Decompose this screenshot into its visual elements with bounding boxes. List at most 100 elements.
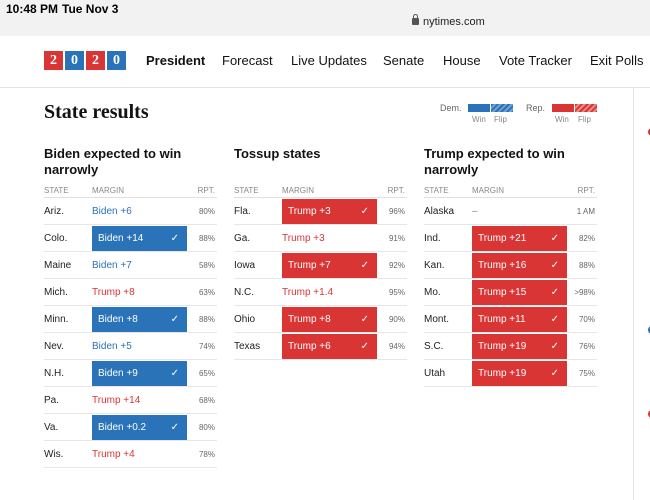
header-rpt: RPT. xyxy=(577,186,595,195)
margin-bar: Trump +19 ✓ xyxy=(472,334,567,359)
header-rpt: RPT. xyxy=(387,186,405,195)
margin-value: Trump +7 xyxy=(288,260,331,271)
state-row[interactable]: Colo. Biden +14 ✓ 88% xyxy=(44,225,217,252)
margin-bar: Biden +9 ✓ xyxy=(92,361,187,386)
margin-value: Trump +19 xyxy=(478,368,527,379)
state-row[interactable]: N.C. Trump +1.4 95% xyxy=(234,279,407,306)
margin-value: Trump +3 xyxy=(282,233,325,244)
state-name: Kan. xyxy=(424,260,445,271)
reporting-pct: 68% xyxy=(198,396,215,405)
legend-dem-win: Win xyxy=(472,115,486,124)
address-bar[interactable]: nytimes.com xyxy=(412,14,485,28)
state-row[interactable]: Nev. Biden +5 74% xyxy=(44,333,217,360)
check-icon: ✓ xyxy=(170,314,179,325)
reporting-pct: 88% xyxy=(198,315,215,324)
state-row[interactable]: Mich. Trump +8 63% xyxy=(44,279,217,306)
reporting-pct: 63% xyxy=(198,288,215,297)
state-row[interactable]: N.H. Biden +9 ✓ 65% xyxy=(44,360,217,387)
legend-rep-win: Win xyxy=(555,115,569,124)
state-row[interactable]: Alaska – 1 AM xyxy=(424,198,597,225)
reporting-pct: 95% xyxy=(388,288,405,297)
reporting-pct: 65% xyxy=(198,369,215,378)
state-row[interactable]: Pa. Trump +14 68% xyxy=(44,387,217,414)
check-icon: ✓ xyxy=(550,314,559,325)
column-title: Trump expected to win narrowly xyxy=(424,146,565,177)
state-row[interactable]: Utah Trump +19 ✓ 75% xyxy=(424,360,597,387)
election-2020-logo[interactable]: 2 0 2 0 xyxy=(44,51,126,70)
reporting-pct: 82% xyxy=(578,234,595,243)
margin-value: Trump +15 xyxy=(478,287,527,298)
status-date: Tue Nov 3 xyxy=(62,2,119,16)
check-icon: ✓ xyxy=(550,287,559,298)
margin-value: Biden +0.2 xyxy=(98,422,147,433)
logo-digit: 0 xyxy=(107,51,126,70)
lock-icon xyxy=(412,14,419,25)
state-name: Minn. xyxy=(44,314,69,325)
state-name: Texas xyxy=(234,341,261,352)
reporting-pct: 94% xyxy=(388,342,405,351)
nav-senate[interactable]: Senate xyxy=(383,53,425,68)
legend-dem-label: Dem. xyxy=(440,103,462,113)
reporting-pct: >98% xyxy=(574,288,595,297)
state-name: Va. xyxy=(44,422,59,433)
state-row[interactable]: Ohio Trump +8 ✓ 90% xyxy=(234,306,407,333)
state-row[interactable]: Minn. Biden +8 ✓ 88% xyxy=(44,306,217,333)
state-name: N.H. xyxy=(44,368,64,379)
state-row[interactable]: Texas Trump +6 ✓ 94% xyxy=(234,333,407,360)
reporting-pct: 75% xyxy=(578,369,595,378)
state-row[interactable]: S.C. Trump +19 ✓ 76% xyxy=(424,333,597,360)
state-name: Iowa xyxy=(234,260,256,271)
column-header: STATE MARGIN RPT. xyxy=(234,184,407,198)
state-row[interactable]: Kan. Trump +16 ✓ 88% xyxy=(424,252,597,279)
check-icon: ✓ xyxy=(550,233,559,244)
margin-bar: Biden +14 ✓ xyxy=(92,226,187,251)
rail-red-marker xyxy=(648,410,650,418)
logo-digit: 0 xyxy=(65,51,84,70)
check-icon: ✓ xyxy=(170,233,179,244)
state-row[interactable]: Ga. Trump +3 91% xyxy=(234,225,407,252)
column-header: STATE MARGIN RPT. xyxy=(44,184,217,198)
margin-value: Biden +5 xyxy=(92,341,132,352)
nav-president[interactable]: President xyxy=(146,53,206,68)
margin-value: Trump +6 xyxy=(288,341,331,352)
state-row[interactable]: Ind. Trump +21 ✓ 82% xyxy=(424,225,597,252)
check-icon: ✓ xyxy=(170,368,179,379)
margin-bar: Trump +15 ✓ xyxy=(472,280,567,305)
state-row[interactable]: Mo. Trump +15 ✓ >98% xyxy=(424,279,597,306)
legend-dem-win-swatch xyxy=(468,104,490,112)
state-name: Mont. xyxy=(424,314,450,325)
check-icon: ✓ xyxy=(360,260,369,271)
nav-vote-tracker[interactable]: Vote Tracker xyxy=(499,53,572,68)
reporting-pct: 88% xyxy=(578,261,595,270)
margin-bar: Trump +3 ✓ xyxy=(282,199,377,224)
state-name: Fla. xyxy=(234,206,251,217)
reporting-pct: 91% xyxy=(388,234,405,243)
header-state: STATE xyxy=(234,186,259,195)
reporting-pct: 90% xyxy=(388,315,405,324)
reporting-pct: 1 AM xyxy=(576,207,595,216)
margin-value: Biden +9 xyxy=(98,368,138,379)
state-row[interactable]: Iowa Trump +7 ✓ 92% xyxy=(234,252,407,279)
state-row[interactable]: Wis. Trump +4 78% xyxy=(44,441,217,468)
state-name: Utah xyxy=(424,368,446,379)
state-row[interactable]: Ariz. Biden +6 80% xyxy=(44,198,217,225)
nav-live-updates[interactable]: Live Updates xyxy=(291,53,367,68)
state-row[interactable]: Maine Biden +7 58% xyxy=(44,252,217,279)
nav-house[interactable]: House xyxy=(443,53,481,68)
state-row[interactable]: Mont. Trump +11 ✓ 70% xyxy=(424,306,597,333)
state-row[interactable]: Va. Biden +0.2 ✓ 80% xyxy=(44,414,217,441)
margin-value: Trump +8 xyxy=(92,287,135,298)
state-name: Ariz. xyxy=(44,206,64,217)
page-title: State results xyxy=(44,101,149,123)
reporting-pct: 58% xyxy=(198,261,215,270)
state-name: Wis. xyxy=(44,449,64,460)
header-margin: MARGIN xyxy=(282,186,314,195)
legend-rep-flip: Flip xyxy=(578,115,591,124)
nav-exit-polls[interactable]: Exit Polls xyxy=(590,53,644,68)
check-icon: ✓ xyxy=(360,206,369,217)
state-name: Mich. xyxy=(44,287,68,298)
state-row[interactable]: Fla. Trump +3 ✓ 96% xyxy=(234,198,407,225)
header-rpt: RPT. xyxy=(197,186,215,195)
nav-forecast[interactable]: Forecast xyxy=(222,53,273,68)
legend-rep-win-swatch xyxy=(552,104,574,112)
